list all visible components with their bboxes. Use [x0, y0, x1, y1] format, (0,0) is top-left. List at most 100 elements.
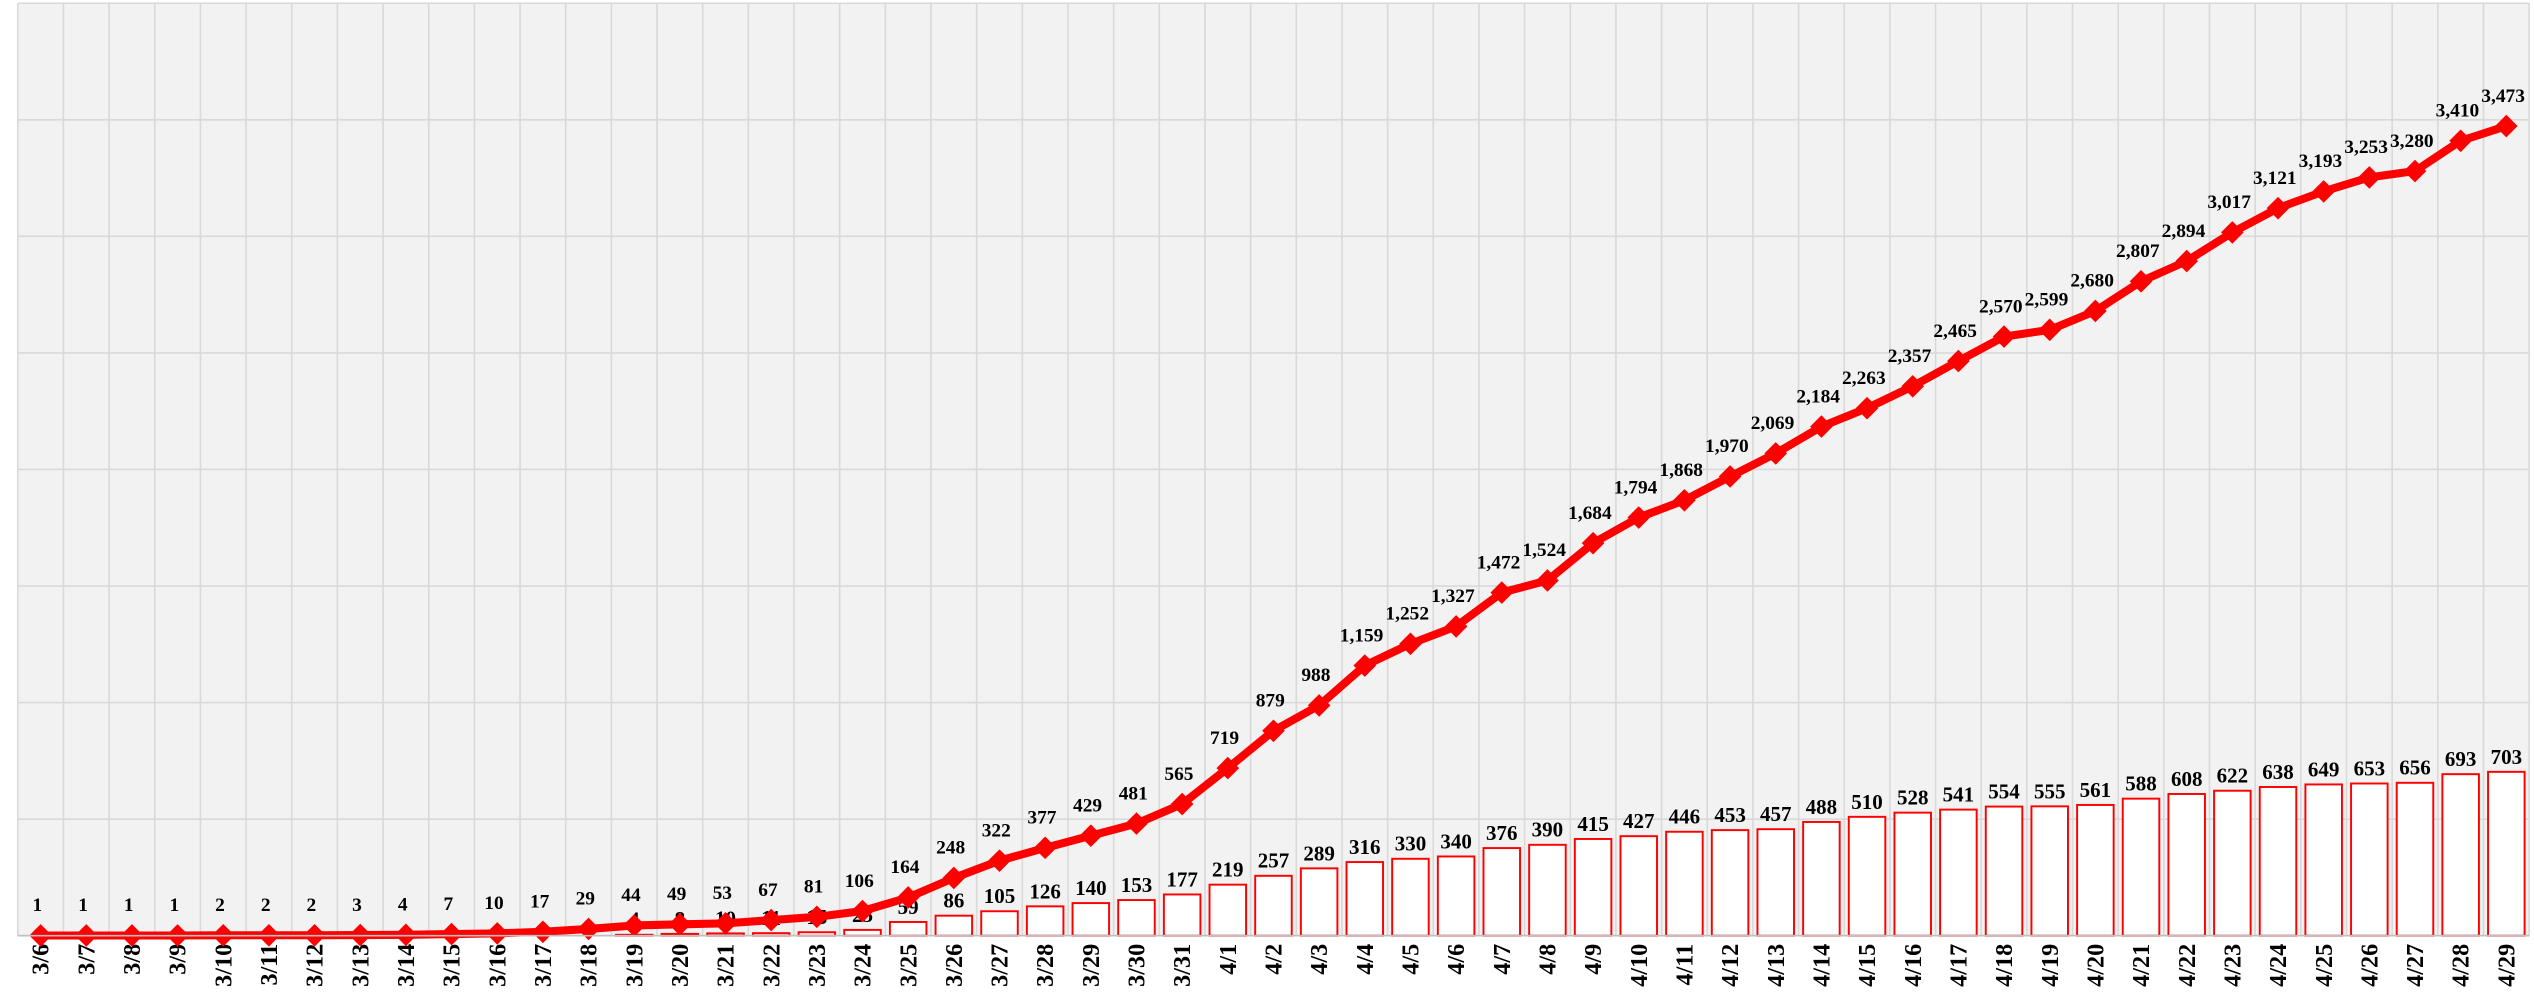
x-tick-label: 3/16 — [484, 944, 511, 987]
x-tick-label: 4/12 — [1717, 944, 1744, 987]
bar — [2076, 803, 2115, 937]
bar-value-label: 541 — [1943, 783, 1974, 807]
bar — [1391, 857, 1430, 937]
x-tick-label: 3/9 — [165, 944, 192, 975]
line-value-label: 106 — [845, 871, 874, 892]
line-marker — [1581, 531, 1605, 555]
line-marker — [2084, 299, 2107, 323]
bar — [1482, 847, 1522, 937]
line-value-label: 1,327 — [1431, 586, 1475, 607]
line-marker — [1992, 325, 2016, 348]
x-tick-label: 4/19 — [2037, 944, 2064, 987]
line-marker — [485, 922, 509, 945]
bar-value-label: 622 — [2217, 764, 2249, 788]
line-value-label: 4 — [398, 895, 408, 916]
line-value-label: 49 — [667, 884, 686, 905]
line-value-label: 377 — [1027, 808, 1056, 829]
line-marker — [1399, 632, 1422, 656]
line-value-label: 3,193 — [2299, 151, 2343, 172]
bar — [2213, 789, 2252, 937]
line-value-label: 3,017 — [2207, 192, 2251, 213]
x-tick-label: 3/19 — [621, 944, 648, 987]
bar-value-label: 510 — [1851, 790, 1883, 814]
bar-value-label: 153 — [1121, 873, 1153, 897]
line-marker — [1947, 349, 1970, 373]
x-tick-label: 4/6 — [1443, 944, 1470, 975]
line-value-label: 248 — [936, 838, 965, 859]
line-value-label: 3,473 — [2481, 86, 2525, 107]
x-tick-label: 4/17 — [1945, 944, 1972, 987]
line-value-label: 2,680 — [2070, 271, 2114, 292]
line-marker — [714, 912, 737, 935]
x-tick-label: 4/25 — [2311, 944, 2338, 987]
line-value-label: 1,159 — [1340, 625, 1384, 646]
line-value-label: 719 — [1210, 728, 1239, 749]
bar-value-label: 693 — [2445, 747, 2477, 771]
x-tick-label: 3/27 — [987, 944, 1014, 987]
line-value-label: 2,894 — [2162, 221, 2206, 242]
x-tick-label: 4/11 — [1671, 944, 1698, 986]
bar — [1208, 883, 1248, 937]
line-value-label: 2 — [215, 895, 225, 916]
bar — [1984, 805, 2024, 937]
x-tick-label: 3/21 — [713, 944, 740, 987]
bar — [1710, 829, 1750, 937]
bar — [1025, 905, 1065, 937]
line-marker — [1855, 396, 1879, 420]
bar — [980, 910, 1019, 937]
x-tick-label: 3/17 — [530, 944, 557, 987]
line-value-label: 565 — [1164, 764, 1193, 785]
x-tick-label: 3/12 — [302, 944, 329, 987]
line-marker — [805, 905, 829, 929]
line-marker — [1627, 506, 1651, 529]
line-value-label: 67 — [758, 880, 778, 901]
x-tick-label: 3/18 — [576, 944, 603, 987]
bar-value-label: 488 — [1806, 795, 1838, 819]
line-value-label: 2,570 — [1979, 296, 2023, 317]
x-tick-label: 4/15 — [1854, 944, 1881, 987]
line-marker — [2495, 114, 2518, 138]
line-value-label: 2,807 — [2116, 241, 2160, 262]
line-value-label: 2,357 — [1888, 346, 1932, 367]
line-value-label: 1 — [124, 895, 134, 916]
bar-value-label: 140 — [1075, 876, 1107, 900]
line-marker — [2129, 270, 2153, 293]
x-tick-label: 3/28 — [1032, 944, 1059, 987]
line-marker — [2175, 249, 2199, 273]
line-value-label: 1 — [33, 895, 43, 916]
line-value-label: 81 — [804, 877, 823, 898]
x-tick-label: 4/7 — [1489, 944, 1516, 975]
bar-value-label: 554 — [1988, 779, 2020, 803]
bar — [888, 920, 928, 937]
bar — [1756, 828, 1795, 937]
bar — [1619, 835, 1658, 937]
line-marker — [942, 866, 966, 890]
x-tick-label: 3/10 — [210, 944, 237, 987]
bar-value-label: 316 — [1349, 835, 1381, 859]
line-value-label: 988 — [1301, 665, 1330, 686]
bar-value-label: 653 — [2354, 756, 2385, 780]
x-tick-label: 4/21 — [2128, 944, 2155, 987]
bar — [1528, 843, 1567, 937]
line-value-label: 2,263 — [1842, 368, 1886, 389]
line-marker — [1718, 465, 1742, 488]
line-marker — [622, 914, 646, 937]
x-tick-label: 4/3 — [1306, 944, 1333, 975]
line-marker — [1764, 442, 1788, 465]
x-tick-label: 3/22 — [758, 944, 785, 987]
line-value-label: 322 — [982, 820, 1011, 841]
line-value-label: 3,253 — [2344, 137, 2388, 158]
line-value-label: 7 — [443, 894, 453, 915]
bar — [1162, 893, 1202, 937]
bar — [2395, 781, 2435, 937]
line-marker — [1444, 615, 1468, 638]
bar-value-label: 219 — [1212, 858, 1244, 882]
bar — [2487, 770, 2526, 937]
line-value-label: 3,410 — [2436, 101, 2480, 122]
x-tick-label: 3/11 — [256, 944, 283, 986]
x-tick-label: 4/4 — [1352, 944, 1379, 975]
bar — [1071, 902, 1111, 937]
x-tick-label: 3/6 — [28, 944, 55, 975]
line-value-label: 1 — [170, 895, 180, 916]
bar — [934, 914, 974, 937]
